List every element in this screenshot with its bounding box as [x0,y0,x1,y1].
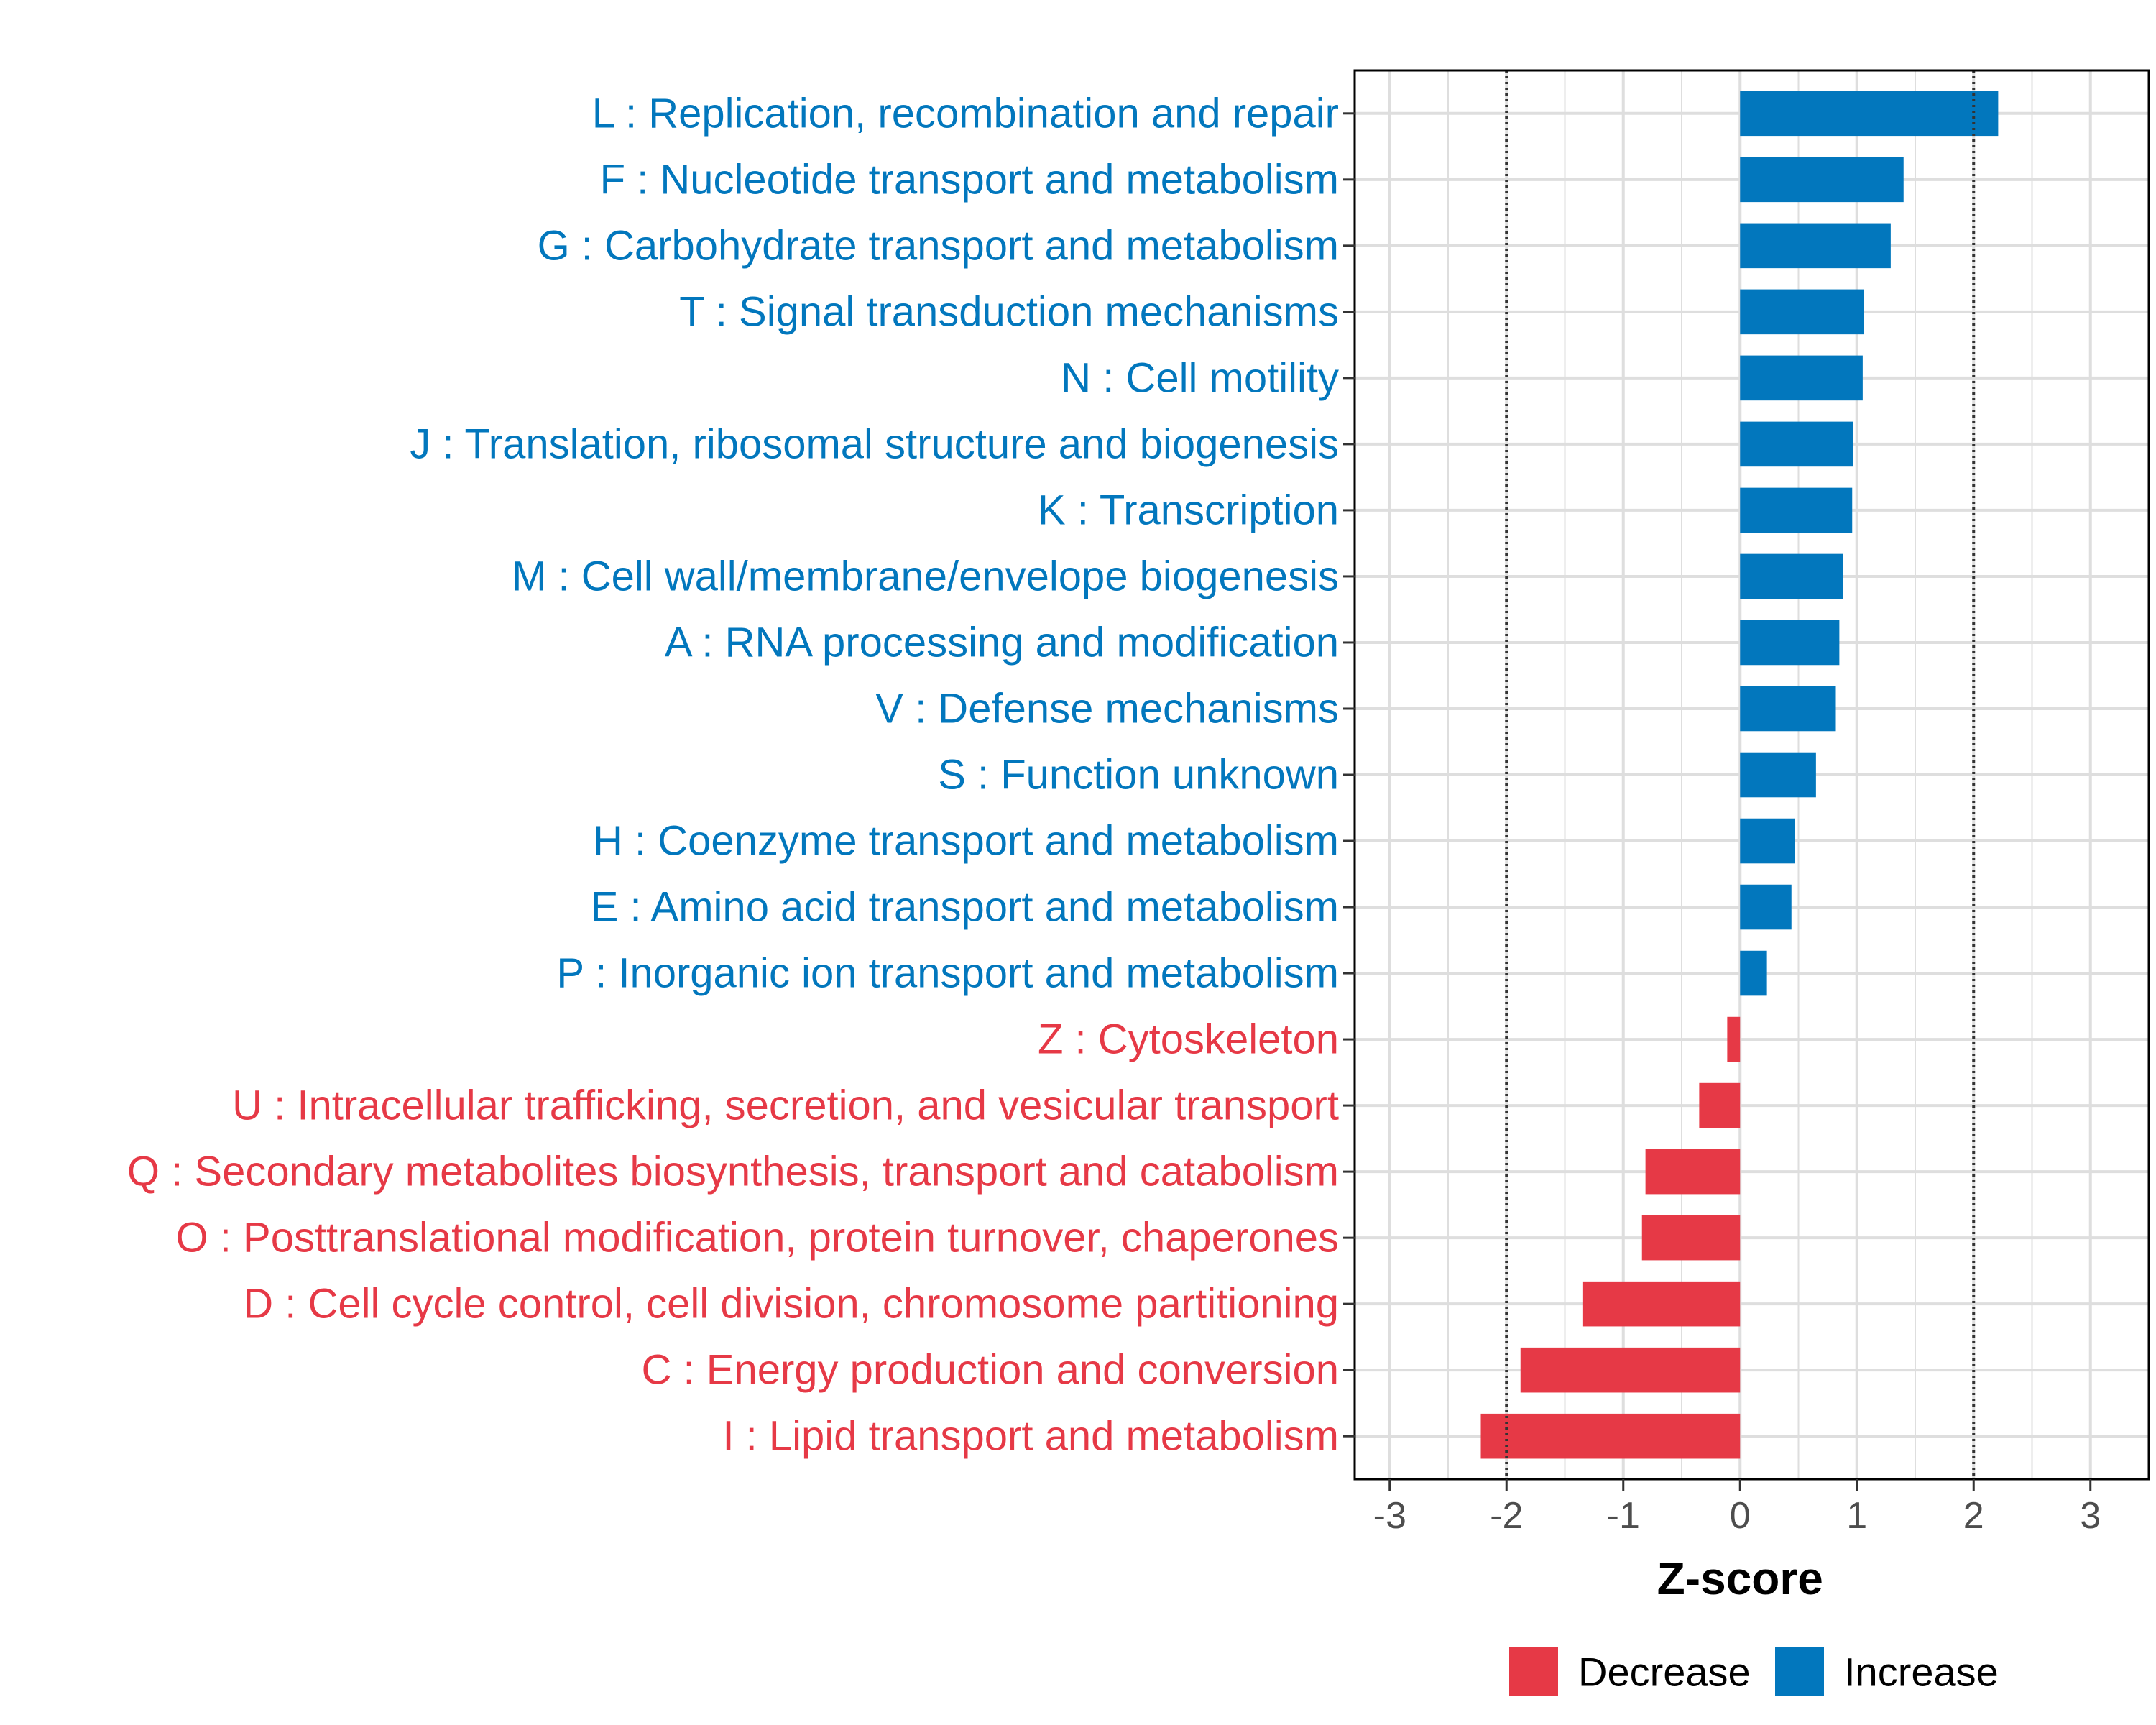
bars [1480,91,1999,1459]
bar [1740,752,1816,798]
category-label: M : Cell wall/membrane/envelope biogenes… [512,553,1339,599]
category-label: I : Lipid transport and metabolism [722,1413,1339,1460]
bar [1740,950,1767,996]
bar [1740,289,1864,335]
category-label: K : Transcription [1038,487,1339,533]
bar [1740,157,1904,203]
bar [1740,818,1795,864]
bar [1740,620,1840,666]
category-label: N : Cell motility [1061,354,1339,401]
category-label: U : Intracellular trafficking, secretion… [232,1082,1339,1129]
category-label: E : Amino acid transport and metabolism [591,884,1339,931]
x-tick-label: 1 [1846,1495,1867,1537]
legend-label-decrease: Decrease [1578,1650,1751,1695]
category-label: O : Posttranslational modification, prot… [176,1215,1339,1261]
bar [1740,223,1891,269]
bar [1520,1347,1741,1393]
x-tick-label: 2 [1963,1495,1984,1537]
category-label: P : Inorganic ion transport and metaboli… [556,950,1339,997]
bar [1641,1215,1741,1261]
x-tick-label: 0 [1730,1495,1751,1537]
bar [1480,1413,1741,1459]
legend-swatch-decrease [1509,1647,1558,1696]
legend-swatch-increase [1775,1647,1824,1696]
y-axis-ticks [1343,112,1355,1438]
category-label: D : Cell cycle control, cell division, c… [243,1281,1339,1328]
bar [1740,686,1836,732]
category-label: Z : Cytoskeleton [1038,1016,1339,1063]
bar [1727,1016,1741,1062]
category-label: S : Function unknown [938,752,1339,799]
legend: Decrease Increase [1509,1647,1999,1696]
category-label: H : Coenzyme transport and metabolism [593,818,1339,865]
bar [1699,1082,1741,1128]
y-axis-labels: L : Replication, recombination and repai… [127,90,1339,1459]
category-label: J : Translation, ribosomal structure and… [410,420,1339,467]
bar [1740,487,1853,533]
category-label: A : RNA processing and modification [665,619,1339,666]
bar [1645,1149,1741,1195]
x-tick-label: -1 [1607,1495,1640,1537]
category-label: G : Carbohydrate transport and metabolis… [538,222,1339,269]
bar [1582,1281,1741,1327]
bar [1740,91,1999,137]
x-axis-labels: -3 -2 -1 0 1 2 3 [1373,1495,2101,1537]
bar [1740,421,1853,467]
category-label: L : Replication, recombination and repai… [592,90,1339,137]
x-axis-ticks [1388,1479,2092,1491]
reference-lines [1505,70,1976,1479]
category-label: C : Energy production and conversion [642,1347,1339,1394]
category-label: T : Signal transduction mechanisms [679,288,1339,335]
category-label: V : Defense mechanisms [875,685,1339,732]
category-label: F : Nucleotide transport and metabolism [600,156,1339,203]
x-tick-label: -3 [1373,1495,1406,1537]
bar [1740,884,1792,930]
x-axis-title: Z-score [1657,1552,1823,1604]
bar [1740,355,1863,401]
x-tick-label: 3 [2080,1495,2101,1537]
legend-label-increase: Increase [1844,1650,1999,1695]
x-tick-label: -2 [1490,1495,1523,1537]
category-label: Q : Secondary metabolites biosynthesis, … [127,1149,1339,1195]
bar [1740,553,1843,599]
